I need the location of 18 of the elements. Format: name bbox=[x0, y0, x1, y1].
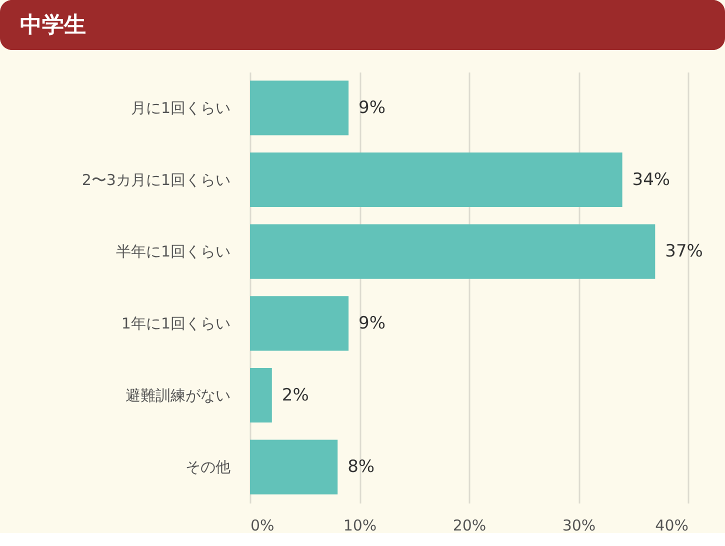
data-label: 34% bbox=[632, 170, 670, 190]
text: 中学生 bbox=[20, 13, 86, 38]
x-tick-label: 20% bbox=[452, 516, 486, 534]
y-tick-label: 1年に1回くらい bbox=[121, 314, 230, 332]
data-label: 9% bbox=[358, 98, 386, 118]
y-tick-label: その他 bbox=[186, 458, 230, 476]
x-tick-label: 40% bbox=[655, 516, 688, 534]
data-label: 37% bbox=[665, 242, 703, 262]
y-tick-label: 避難訓練がない bbox=[126, 386, 230, 404]
y-tick-label: 2〜3カ月に1回くらい bbox=[82, 170, 230, 189]
x-tick-label: 0% bbox=[250, 516, 274, 534]
data-label: 9% bbox=[358, 313, 386, 334]
x-tick-label: 30% bbox=[562, 516, 596, 534]
y-tick-label: 半年に1回くらい bbox=[116, 242, 230, 261]
y-tick-label: 月に1回くらい bbox=[130, 98, 230, 117]
data-label: 8% bbox=[348, 457, 375, 478]
x-tick-label: 10% bbox=[343, 516, 377, 534]
data-label: 2% bbox=[282, 385, 309, 406]
